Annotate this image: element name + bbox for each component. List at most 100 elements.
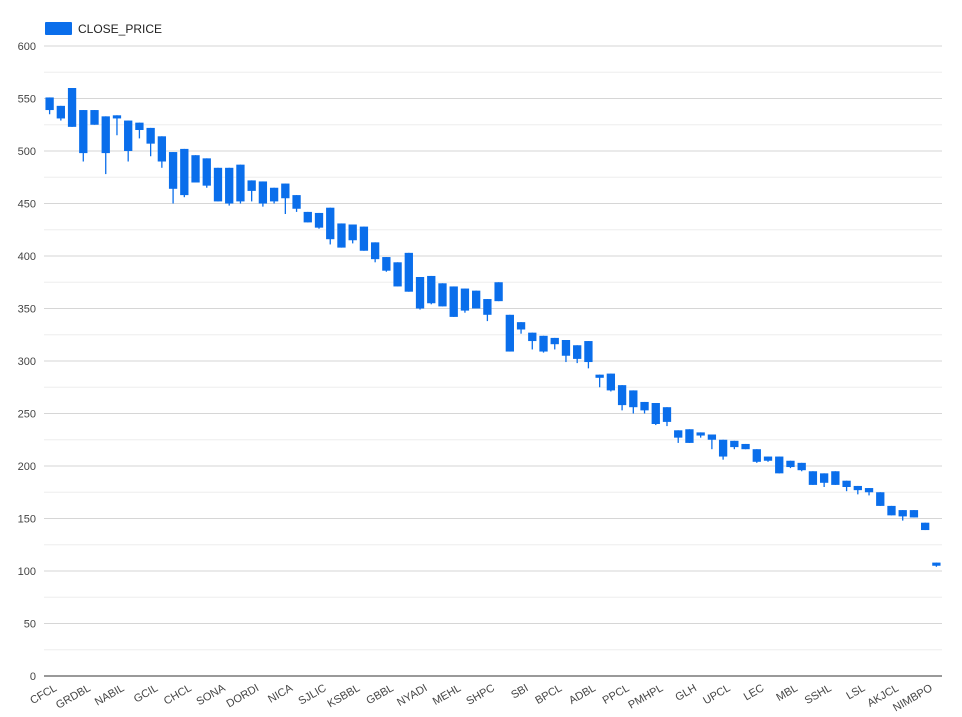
x-tick-label: CHCL — [162, 682, 194, 707]
candle — [45, 97, 54, 115]
candle — [258, 181, 268, 207]
candle-body — [404, 252, 413, 292]
candle — [595, 374, 604, 388]
candle-body — [707, 434, 717, 440]
candle — [337, 223, 346, 248]
candle-body — [786, 460, 795, 468]
candle — [427, 275, 436, 305]
y-axis-tick-labels: 0 50 100 150 200 250 300 350 400 450 500 550 600 — [18, 41, 36, 683]
legend-label: CLOSE_PRICE — [78, 22, 162, 36]
candle-body — [595, 374, 604, 378]
candle — [303, 211, 312, 223]
x-tick-label: SJLIC — [297, 682, 329, 707]
candle-body — [45, 97, 54, 111]
candle-body — [696, 432, 705, 436]
y-tick-label: 50 — [24, 619, 36, 631]
candle-body — [909, 510, 919, 518]
candle-body — [775, 456, 784, 474]
y-tick-label: 600 — [18, 41, 36, 53]
x-tick-label: SHPC — [464, 682, 497, 708]
candle-body — [505, 314, 514, 352]
candle-body — [640, 401, 649, 411]
candle — [606, 373, 616, 392]
candle-body — [79, 110, 88, 154]
x-tick-label: GBBL — [364, 682, 395, 707]
candle-body — [326, 207, 335, 240]
candle — [909, 510, 919, 518]
x-tick-label: NABIL — [93, 682, 127, 708]
candle — [842, 480, 851, 492]
candle — [730, 440, 739, 450]
candle — [449, 286, 458, 317]
candle — [101, 116, 110, 175]
candle — [786, 460, 795, 469]
y-tick-label: 200 — [18, 461, 36, 473]
candle-body — [236, 164, 245, 202]
candle-body — [876, 492, 885, 506]
candle-body — [427, 275, 436, 304]
candle — [90, 110, 99, 125]
candle — [528, 332, 537, 350]
candle-body — [370, 242, 380, 260]
candle-body — [393, 262, 402, 287]
candle-body — [90, 110, 99, 125]
candle-body — [314, 212, 324, 228]
candle-body — [281, 183, 290, 199]
candle — [819, 473, 829, 487]
candle — [640, 401, 649, 414]
x-tick-label: KSBBL — [325, 682, 362, 710]
candle — [393, 262, 402, 287]
y-tick-label: 250 — [18, 409, 36, 421]
candle-body — [112, 115, 122, 119]
candle — [79, 110, 88, 162]
candle — [573, 345, 582, 364]
candle — [460, 288, 470, 313]
candle — [269, 187, 279, 204]
candle — [741, 443, 750, 450]
candle — [808, 471, 818, 485]
candle — [550, 337, 559, 350]
candle — [707, 434, 717, 450]
x-tick-label: UPCL — [701, 682, 732, 707]
candle-body — [247, 180, 256, 191]
y-tick-label: 450 — [18, 199, 36, 211]
candle-body — [842, 480, 851, 487]
candle — [831, 471, 840, 485]
candle — [685, 429, 694, 443]
x-tick-label: DORDI — [224, 682, 261, 710]
candle — [370, 242, 380, 263]
candle-body — [258, 181, 268, 204]
candle — [168, 152, 178, 204]
candle — [921, 522, 930, 531]
candle-body — [741, 443, 750, 450]
candle-body — [898, 510, 907, 517]
candle — [696, 432, 705, 438]
candle — [348, 224, 357, 244]
candle — [775, 456, 784, 474]
candle-body — [415, 277, 425, 309]
candle — [326, 207, 335, 245]
x-tick-label: GRDBL — [54, 682, 93, 711]
candle — [797, 462, 806, 472]
candle — [584, 341, 593, 369]
candle-body — [483, 299, 492, 315]
candle — [561, 340, 571, 363]
candle — [415, 277, 425, 310]
x-tick-label: MEHL — [431, 682, 463, 708]
y-tick-label: 150 — [18, 514, 36, 526]
candle — [539, 335, 548, 353]
y-tick-label: 100 — [18, 566, 36, 578]
candle-body — [864, 488, 874, 493]
candle — [180, 148, 189, 198]
x-tick-label: SONA — [194, 682, 228, 708]
candle-body — [584, 341, 593, 363]
candle — [314, 212, 324, 229]
candle — [472, 290, 481, 309]
candle-body — [303, 211, 312, 223]
candle-body — [225, 167, 234, 204]
candle-body — [202, 158, 211, 186]
candle — [56, 105, 65, 121]
candle-body — [460, 288, 470, 311]
x-tick-label: SBI — [509, 682, 530, 701]
